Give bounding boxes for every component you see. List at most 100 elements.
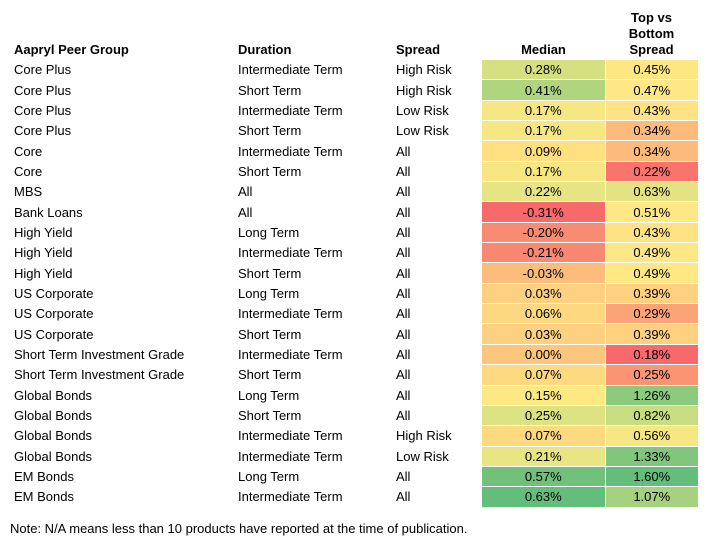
cell-median: 0.17%: [482, 120, 605, 142]
table-row: EM Bonds Long Term All 0.57% 1.60%: [10, 466, 698, 488]
header-duration: Duration: [238, 42, 292, 57]
cell-median: 0.41%: [482, 79, 605, 101]
table-row: Global Bonds Intermediate Term High Risk 0.…: [10, 425, 698, 447]
table-row: Core Intermediate Term All 0.09% 0.34%: [10, 140, 698, 162]
table-row: US Corporate Intermediate Term All 0.06% 0.2…: [10, 303, 698, 325]
cell-spread: All: [396, 306, 411, 322]
cell-top-vs-bottom: 0.34%: [604, 120, 698, 142]
cell-group: Bank Loans: [14, 204, 83, 220]
cell-top-vs-bottom: 0.18%: [604, 344, 698, 366]
cell-spread: High Risk: [396, 62, 452, 78]
header-top-vs-bottom-line3: Spread: [629, 42, 674, 57]
table-body: Core Plus Intermediate Term High Risk 0.28%…: [10, 60, 698, 508]
cell-group: Global Bonds: [14, 387, 93, 403]
cell-spread: Low Risk: [396, 448, 449, 464]
cell-median: 0.15%: [482, 385, 605, 406]
cell-group: Global Bonds: [14, 408, 93, 424]
cell-top-vs-bottom: 1.60%: [604, 466, 698, 488]
cell-duration: Long Term: [238, 469, 300, 485]
cell-top-vs-bottom: 1.26%: [604, 385, 698, 406]
table-row: Global Bonds Intermediate Term Low Risk 0.2…: [10, 446, 698, 467]
table-row: MBS All All 0.22% 0.63%: [10, 181, 698, 203]
table-row: Bank Loans All All -0.31% 0.51%: [10, 201, 698, 223]
cell-spread: All: [396, 367, 411, 383]
cell-spread: All: [396, 346, 411, 362]
cell-duration: Short Term: [238, 408, 302, 424]
cell-spread: High Risk: [396, 82, 452, 98]
header-row: Aapryl Peer Group Duration Spread Median…: [10, 4, 698, 60]
cell-top-vs-bottom: 0.45%: [604, 60, 698, 81]
cell-duration: Intermediate Term: [238, 346, 343, 362]
cell-duration: Short Term: [238, 163, 302, 179]
header-median: Median: [521, 42, 566, 57]
header-top-vs-bottom-line1: Top vs: [631, 10, 672, 25]
table-row: High Yield Short Term All -0.03% 0.49%: [10, 262, 698, 284]
cell-median: 0.57%: [482, 466, 605, 488]
cell-duration: Long Term: [238, 285, 300, 301]
footnote: Note: N/A means less than 10 products ha…: [10, 521, 468, 536]
cell-duration: Short Term: [238, 82, 302, 98]
cell-median: -0.03%: [482, 262, 605, 284]
cell-median: 0.09%: [482, 140, 605, 162]
cell-median: 0.17%: [482, 161, 605, 183]
cell-median: 0.63%: [482, 486, 605, 508]
cell-duration: Intermediate Term: [238, 489, 343, 505]
cell-group: EM Bonds: [14, 469, 74, 485]
cell-group: Short Term Investment Grade: [14, 346, 185, 362]
cell-top-vs-bottom: 0.82%: [604, 405, 698, 427]
cell-duration: All: [238, 184, 253, 200]
cell-median: 0.03%: [482, 283, 605, 305]
cell-spread: All: [396, 204, 411, 220]
table-row: Global Bonds Long Term All 0.15% 1.26%: [10, 385, 698, 406]
cell-median: 0.17%: [482, 100, 605, 122]
cell-median: 0.00%: [482, 344, 605, 366]
cell-duration: Intermediate Term: [238, 428, 343, 444]
cell-spread: All: [396, 489, 411, 505]
cell-median: 0.06%: [482, 303, 605, 325]
cell-duration: Intermediate Term: [238, 62, 343, 78]
cell-group: Core Plus: [14, 123, 72, 139]
header-top-vs-bottom-line2: Bottom: [628, 26, 675, 41]
cell-group: Global Bonds: [14, 448, 93, 464]
cell-top-vs-bottom: 0.39%: [604, 323, 698, 345]
cell-top-vs-bottom: 0.34%: [604, 140, 698, 162]
cell-duration: Intermediate Term: [238, 306, 343, 322]
table-row: Core Plus Intermediate Term High Risk 0.28%…: [10, 60, 698, 81]
table-row: Short Term Investment Grade Short Term All…: [10, 364, 698, 386]
table-row: Core Plus Short Term Low Risk 0.17% 0.34%: [10, 120, 698, 142]
cell-spread: All: [396, 224, 411, 240]
table-row: EM Bonds Intermediate Term All 0.63% 1.07%: [10, 486, 698, 508]
cell-top-vs-bottom: 0.22%: [604, 161, 698, 183]
cell-top-vs-bottom: 1.07%: [604, 486, 698, 508]
cell-spread: All: [396, 245, 411, 261]
cell-top-vs-bottom: 0.43%: [604, 100, 698, 122]
cell-median: 0.28%: [482, 60, 605, 81]
cell-group: Core Plus: [14, 62, 72, 78]
cell-duration: Short Term: [238, 265, 302, 281]
table-row: Core Plus Intermediate Term Low Risk 0.17% 0…: [10, 100, 698, 122]
table-row: US Corporate Long Term All 0.03% 0.39%: [10, 283, 698, 305]
cell-top-vs-bottom: 1.33%: [604, 446, 698, 467]
peer-group-table: Aapryl Peer Group Duration Spread Median…: [10, 4, 698, 508]
cell-spread: All: [396, 143, 411, 159]
cell-median: 0.07%: [482, 364, 605, 386]
cell-median: 0.03%: [482, 323, 605, 345]
cell-group: US Corporate: [14, 326, 94, 342]
cell-group: Core: [14, 143, 43, 159]
header-spread: Spread: [396, 42, 441, 57]
table-row: US Corporate Short Term All 0.03% 0.39%: [10, 323, 698, 345]
cell-duration: Intermediate Term: [238, 448, 343, 464]
cell-median: -0.21%: [482, 242, 605, 264]
cell-top-vs-bottom: 0.25%: [604, 364, 698, 386]
table-row: Global Bonds Short Term All 0.25% 0.82%: [10, 405, 698, 427]
table-row: Core Short Term All 0.17% 0.22%: [10, 161, 698, 183]
cell-median: 0.25%: [482, 405, 605, 427]
cell-group: Core Plus: [14, 102, 72, 118]
cell-duration: Short Term: [238, 326, 302, 342]
cell-top-vs-bottom: 0.51%: [604, 201, 698, 223]
cell-spread: All: [396, 163, 411, 179]
cell-group: EM Bonds: [14, 489, 74, 505]
cell-median: -0.31%: [482, 201, 605, 223]
cell-top-vs-bottom: 0.63%: [604, 181, 698, 203]
cell-spread: All: [396, 326, 411, 342]
